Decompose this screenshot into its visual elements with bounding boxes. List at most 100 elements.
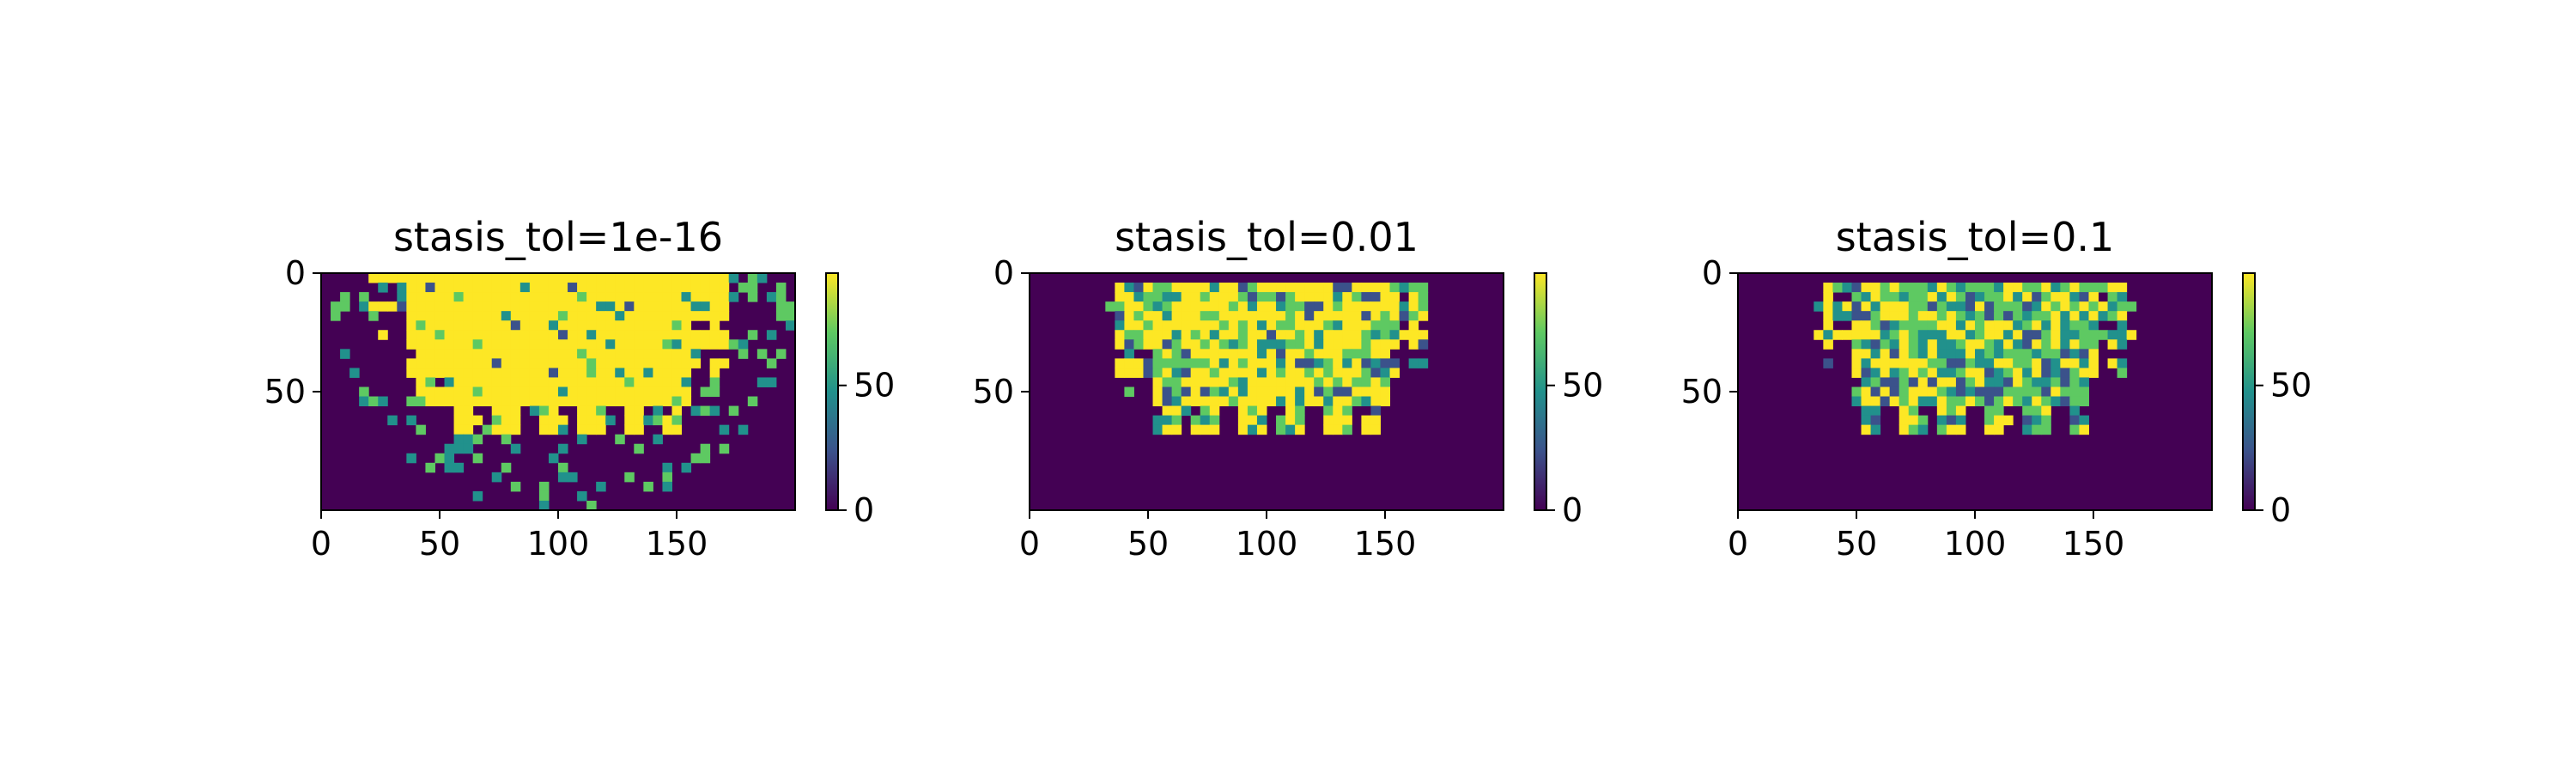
heatmap-cell <box>1917 368 1929 378</box>
heatmap-cell <box>1304 339 1315 350</box>
heatmap-cell <box>1209 368 1220 378</box>
heatmap-cell <box>444 283 455 293</box>
heatmap-cell <box>416 292 426 302</box>
heatmap-cell <box>1361 349 1371 359</box>
heatmap-cell <box>1247 405 1258 417</box>
heatmap-cell <box>538 358 550 368</box>
heatmap-cell <box>1917 358 1929 368</box>
heatmap-cell <box>2013 396 2023 407</box>
x-tick-label: 0 <box>311 525 331 563</box>
heatmap-cell <box>586 349 597 359</box>
heatmap-cell <box>1955 424 1966 435</box>
heatmap-cell <box>472 320 483 331</box>
heatmap-cell <box>1975 386 1985 398</box>
heatmap-cell <box>719 292 730 302</box>
heatmap-cell <box>1276 292 1286 302</box>
heatmap-cell <box>472 349 483 359</box>
heatmap-cell <box>510 301 521 312</box>
heatmap-cell <box>1842 301 1852 312</box>
heatmap-cell <box>1880 377 1891 387</box>
heatmap-cell <box>1190 349 1201 359</box>
heatmap-cell <box>1162 311 1173 321</box>
heatmap-cell <box>472 292 483 302</box>
heatmap-cell <box>378 396 388 407</box>
heatmap-cell <box>577 330 587 340</box>
heatmap-cell <box>1304 301 1315 312</box>
heatmap-cell <box>1190 377 1201 387</box>
heatmap-cell <box>624 415 635 426</box>
heatmap-cell <box>453 339 465 350</box>
heatmap-cell <box>700 311 711 321</box>
heatmap-cell <box>510 283 521 293</box>
heatmap-cell <box>501 358 512 368</box>
heatmap-cell <box>1295 349 1305 359</box>
heatmap-cell <box>434 292 446 302</box>
heatmap-cell <box>2117 283 2128 293</box>
heatmap-cell <box>1181 349 1192 359</box>
heatmap-cell <box>1927 292 1938 302</box>
heatmap-cell <box>463 386 474 398</box>
heatmap-cell <box>1256 339 1267 350</box>
heatmap-cell <box>1889 301 1900 312</box>
heatmap-cell <box>510 424 521 435</box>
heatmap-cell <box>1861 339 1872 350</box>
heatmap-cell <box>1276 377 1286 387</box>
heatmap-cell <box>1984 349 1995 359</box>
heatmap-cell <box>453 320 465 331</box>
heatmap-cell <box>634 443 644 454</box>
heatmap-cell <box>568 292 578 302</box>
heatmap-cell <box>1162 330 1173 340</box>
heatmap-cell <box>1285 301 1296 312</box>
x-tick-label: 0 <box>1728 525 1748 563</box>
heatmap-cell <box>1209 424 1220 435</box>
heatmap-cell <box>1124 349 1134 359</box>
heatmap-cell <box>510 368 521 378</box>
heatmap-cell <box>653 339 663 350</box>
heatmap-cell <box>548 358 559 368</box>
heatmap-cell <box>586 396 597 407</box>
heatmap-cell <box>1370 339 1381 350</box>
heatmap-cell <box>538 301 550 312</box>
heatmap-cell <box>1965 339 1976 350</box>
heatmap-cell <box>690 330 702 340</box>
heatmap-cell <box>1181 320 1192 331</box>
heatmap-cell <box>1370 405 1381 417</box>
heatmap-cell <box>1162 377 1173 387</box>
heatmap-cell <box>1908 283 1919 293</box>
heatmap-cell <box>1370 349 1381 359</box>
heatmap-cell <box>2050 311 2061 321</box>
heatmap-cell <box>463 320 474 331</box>
heatmap-cell <box>1946 283 1957 293</box>
heatmap-cell <box>1323 405 1334 417</box>
heatmap-cell <box>1237 339 1249 350</box>
heatmap-cell <box>662 358 672 368</box>
heatmap-cell <box>1352 386 1362 398</box>
heatmap-cell <box>538 330 550 340</box>
heatmap-cell <box>1256 424 1267 435</box>
heatmap-cell <box>1218 368 1230 378</box>
heatmap-cell <box>529 396 540 407</box>
heatmap-cell <box>1200 424 1211 435</box>
colorbar-tick-label: 50 <box>2270 367 2312 405</box>
heatmap-cell <box>349 368 360 378</box>
heatmap-cell <box>1889 396 1900 407</box>
heatmap-cell <box>1124 311 1134 321</box>
heatmap-cell <box>662 301 672 312</box>
heatmap-cell <box>2088 349 2099 359</box>
heatmap-cell <box>1814 301 1824 312</box>
heatmap-cell <box>709 330 720 340</box>
heatmap-cell <box>2032 339 2042 350</box>
heatmap-cell <box>2041 311 2051 321</box>
heatmap-cell <box>643 283 653 293</box>
heatmap-cell <box>1200 368 1211 378</box>
heatmap-cell <box>577 377 587 387</box>
heatmap-cell <box>510 415 521 426</box>
heatmap-cell <box>1380 283 1391 293</box>
heatmap-cell <box>785 311 796 321</box>
heatmap-cell <box>634 283 644 293</box>
heatmap-cell <box>2013 368 2023 378</box>
heatmap-cell <box>605 292 616 302</box>
heatmap-cell <box>1314 283 1324 293</box>
heatmap-cell <box>1917 301 1929 312</box>
heatmap-cell <box>538 339 550 350</box>
